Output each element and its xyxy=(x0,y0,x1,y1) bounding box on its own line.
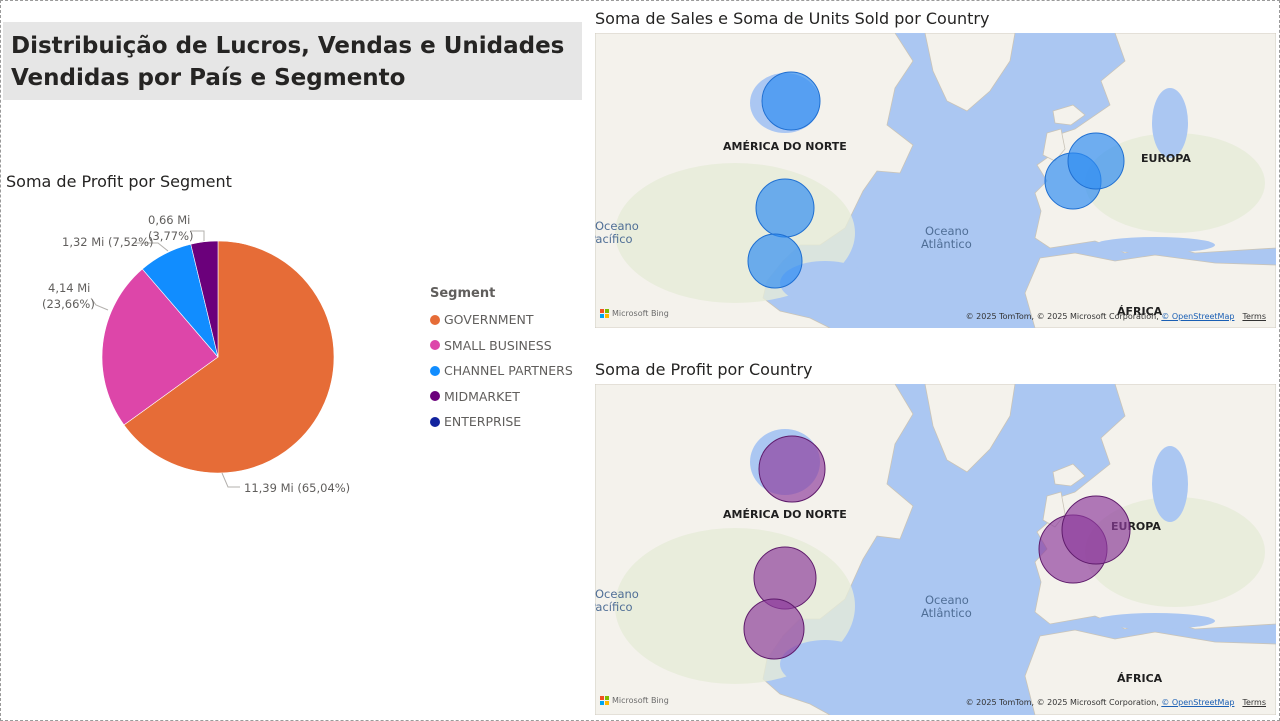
legend-item-midmarket[interactable]: MIDMARKET xyxy=(430,384,573,410)
label-europe: EUROPA xyxy=(1141,152,1191,165)
pie-label-small-business-value: 4,14 Mi xyxy=(48,281,90,295)
mediterranean-water xyxy=(1095,237,1215,253)
bubble-canada[interactable] xyxy=(758,435,826,503)
label-pacific-2: Pacífico xyxy=(595,232,633,246)
legend-label: MIDMARKET xyxy=(444,388,520,404)
gulf-of-mexico-water xyxy=(780,261,870,305)
legend-title: Segment xyxy=(430,286,496,301)
bubble-canada[interactable] xyxy=(761,71,821,131)
legend-label: CHANNEL PARTNERS xyxy=(444,363,573,379)
pie-chart-title: Soma de Profit por Segment xyxy=(6,172,232,191)
bubble-mexico[interactable] xyxy=(743,598,805,660)
legend-item-government[interactable]: GOVERNMENT xyxy=(430,307,573,333)
europe-terrain xyxy=(1085,133,1265,233)
microsoft-logo-icon xyxy=(600,696,609,705)
pie-label-government: 11,39 Mi (65,04%) xyxy=(244,481,350,495)
profit-map[interactable]: AMÉRICA DO NORTE EUROPA ÁFRICA Oceano At… xyxy=(595,384,1276,715)
iceland-land xyxy=(1052,463,1086,487)
greenland-land xyxy=(924,33,1016,112)
bubble-united-states[interactable] xyxy=(753,546,817,610)
bing-attribution: Microsoft Bing xyxy=(600,309,669,318)
label-africa: ÁFRICA xyxy=(1117,672,1163,685)
sales-map-canvas[interactable]: AMÉRICA DO NORTE EUROPA ÁFRICA Oceano At… xyxy=(595,33,1276,328)
sales-units-map[interactable]: AMÉRICA DO NORTE EUROPA ÁFRICA Oceano At… xyxy=(595,33,1276,328)
pie-label-midmarket-value: 0,66 Mi xyxy=(148,213,190,227)
legend-dot-icon xyxy=(430,391,440,402)
legend-dot-icon xyxy=(430,416,440,427)
report-title-box: Distribuição de Lucros, Vendas e Unidade… xyxy=(3,22,582,100)
legend-item-enterprise[interactable]: ENTERPRISE xyxy=(430,409,573,435)
label-africa: ÁFRICA xyxy=(1117,305,1163,318)
legend-label: SMALL BUSINESS xyxy=(444,337,552,353)
bubble-germany[interactable] xyxy=(1067,132,1125,190)
africa-land xyxy=(1024,629,1276,715)
legend-item-small-business[interactable]: SMALL BUSINESS xyxy=(430,333,573,359)
baltic-water xyxy=(1152,446,1188,522)
bubble-united-states[interactable] xyxy=(755,178,815,238)
legend-label: ENTERPRISE xyxy=(444,414,522,430)
label-pacific-1: Oceano xyxy=(595,219,639,233)
mediterranean-water xyxy=(1095,613,1215,629)
pie-legend: Segment GOVERNMENT SMALL BUSINESS CHANNE… xyxy=(430,286,573,435)
legend-dot-icon xyxy=(430,314,440,325)
iceland-land xyxy=(1052,104,1086,126)
profit-by-segment-pie-chart[interactable]: 0,66 Mi (3,77%) 1,32 Mi (7,52%) 4,14 Mi … xyxy=(0,195,420,515)
label-atlantic-1: Oceano xyxy=(925,593,969,607)
pie-slice-small-business[interactable] xyxy=(101,268,219,426)
bing-text: Microsoft Bing xyxy=(612,696,669,705)
legend-dot-icon xyxy=(430,340,440,351)
leader-line-channel-partners xyxy=(134,242,169,252)
profit-map-canvas[interactable]: AMÉRICA DO NORTE EUROPA ÁFRICA Oceano At… xyxy=(595,384,1276,715)
map-copyright: © 2025 TomTom, © 2025 Microsoft Corporat… xyxy=(966,312,1266,321)
pie-slice-government[interactable] xyxy=(123,240,335,474)
bubble-germany[interactable] xyxy=(1061,495,1131,565)
profit-map-title: Soma de Profit por Country xyxy=(595,360,813,379)
pie-label-small-business-percent: (23,66%) xyxy=(42,297,95,311)
label-pacific-2: Pacífico xyxy=(595,600,633,614)
copyright-text: © 2025 TomTom, © 2025 Microsoft Corporat… xyxy=(965,698,1162,707)
label-north-america: AMÉRICA DO NORTE xyxy=(723,508,847,521)
label-pacific-1: Oceano xyxy=(595,587,639,601)
bing-attribution: Microsoft Bing xyxy=(600,696,669,705)
sales-map-title: Soma de Sales e Soma de Units Sold por C… xyxy=(595,9,990,28)
bing-text: Microsoft Bing xyxy=(612,309,669,318)
africa-land xyxy=(1024,252,1276,328)
leader-line-midmarket xyxy=(190,230,205,241)
map-copyright: © 2025 TomTom, © 2025 Microsoft Corporat… xyxy=(966,698,1266,707)
uk-land xyxy=(1042,128,1066,162)
microsoft-logo-icon xyxy=(600,309,609,318)
leader-line-government xyxy=(221,472,240,488)
pie-label-channel-partners: 1,32 Mi (7,52%) xyxy=(62,235,154,249)
baltic-water xyxy=(1152,88,1188,158)
legend-label: GOVERNMENT xyxy=(444,312,534,328)
bubble-mexico[interactable] xyxy=(747,233,803,289)
pie-label-midmarket-percent: (3,77%) xyxy=(148,229,194,243)
greenland-land xyxy=(924,384,1016,473)
label-north-america: AMÉRICA DO NORTE xyxy=(723,140,847,153)
legend-item-channel-partners[interactable]: CHANNEL PARTNERS xyxy=(430,358,573,384)
label-atlantic-2: Atlântico xyxy=(921,606,972,620)
report-title: Distribuição de Lucros, Vendas e Unidade… xyxy=(11,33,565,91)
label-atlantic-2: Atlântico xyxy=(921,237,972,251)
gulf-of-mexico-water xyxy=(780,640,870,688)
pie-slice-midmarket[interactable] xyxy=(190,240,219,358)
label-atlantic-1: Oceano xyxy=(925,224,969,238)
terms-link[interactable]: Terms xyxy=(1242,312,1266,321)
legend-dot-icon xyxy=(430,365,440,376)
copyright-text: © 2025 TomTom, © 2025 Microsoft Corporat… xyxy=(965,312,1162,321)
leader-line-small-business xyxy=(90,297,109,311)
openstreetmap-link[interactable]: © OpenStreetMap xyxy=(1161,698,1235,707)
openstreetmap-link[interactable]: © OpenStreetMap xyxy=(1161,312,1235,321)
terms-link[interactable]: Terms xyxy=(1242,698,1266,707)
